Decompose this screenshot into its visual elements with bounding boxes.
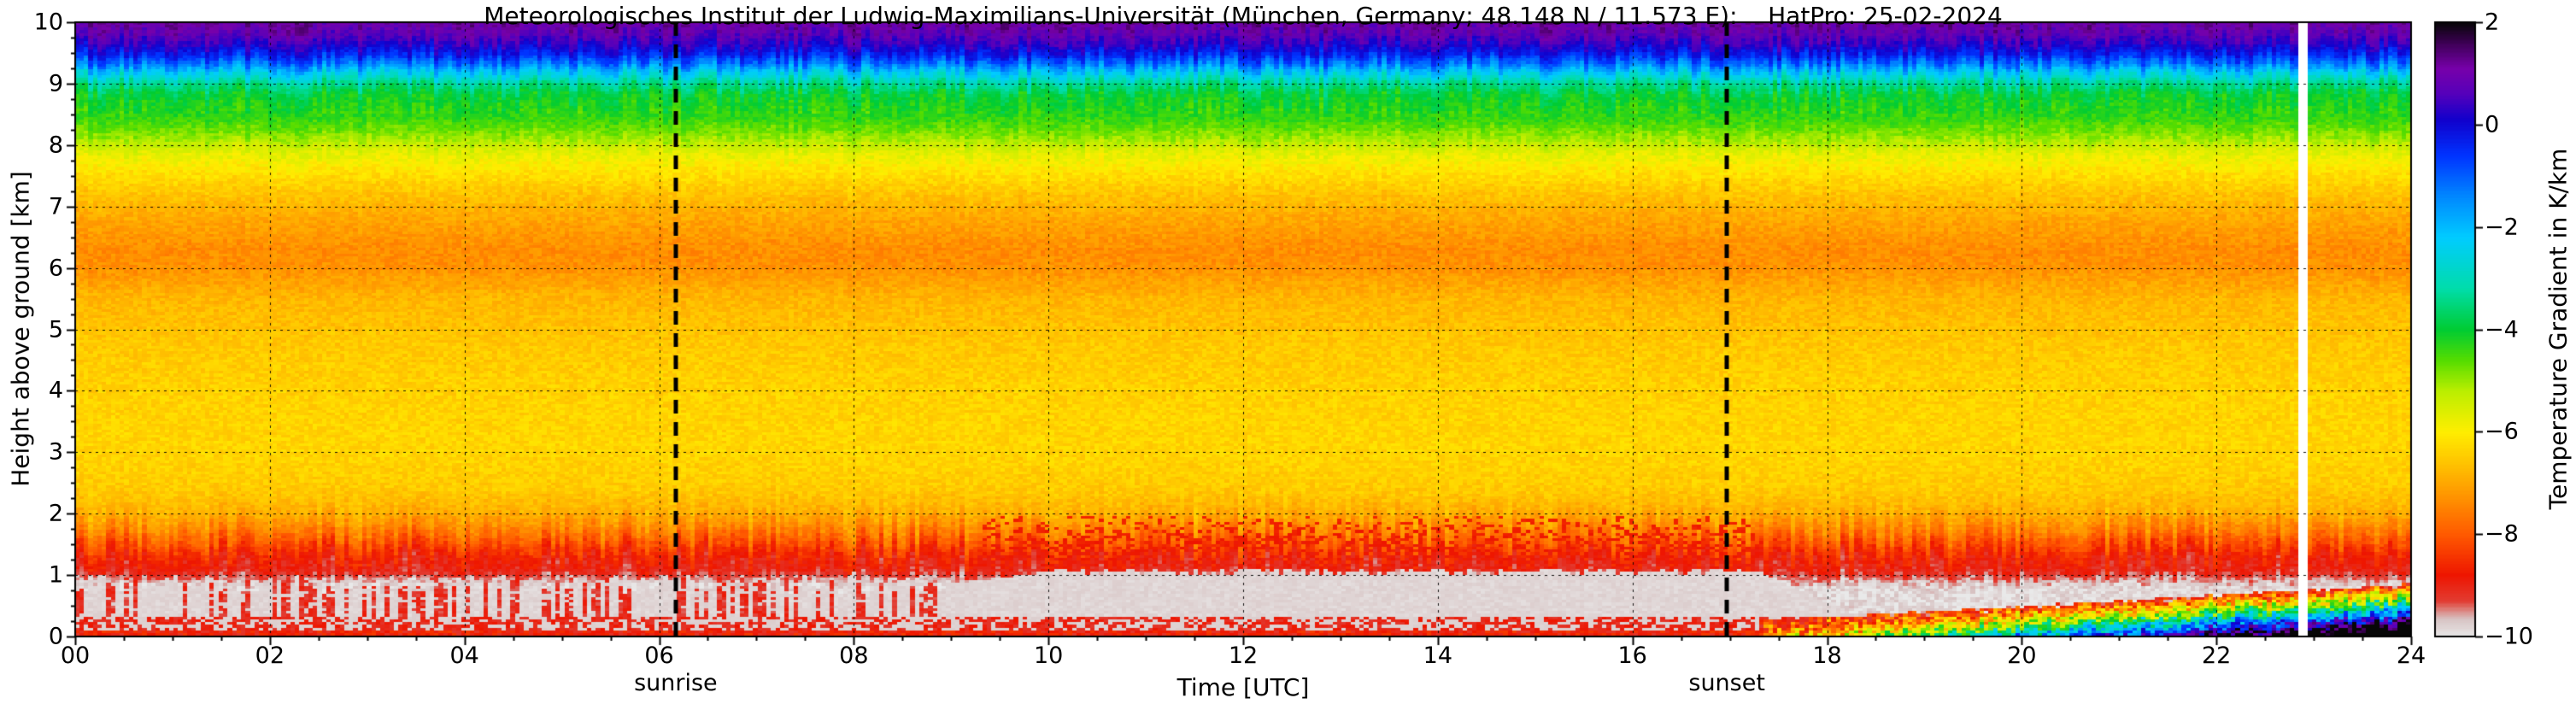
x-tick-label: 02 [255,642,285,669]
y-tick-label: 3 [48,438,63,466]
y-tick-label: 10 [33,9,63,36]
colorbar-tick-label: 0 [2485,111,2500,138]
chart-title: Meteorologisches Institut der Ludwig-Max… [484,2,2003,30]
colorbar-tick-label: −10 [2485,623,2533,650]
y-tick-label: 1 [48,561,63,589]
x-tick-label: 10 [1033,642,1064,669]
x-tick-label: 16 [1617,642,1647,669]
colorbar-tick-label: −6 [2485,418,2519,445]
y-tick-label: 9 [48,70,63,97]
x-tick-label: 00 [60,642,91,669]
sunrise-label: sunrise [634,670,718,696]
y-tick-label: 4 [48,377,63,404]
x-tick-label: 20 [2007,642,2037,669]
colorbar-tick-label: −8 [2485,520,2519,548]
x-tick-label: 08 [839,642,869,669]
sunset-label: sunset [1688,670,1765,696]
x-tick-label: 18 [1812,642,1842,669]
y-tick-label: 8 [48,132,63,159]
colorbar-tick-label: −4 [2485,316,2519,343]
x-tick-label: 04 [449,642,479,669]
x-axis-label: Time [UTC] [1177,673,1310,701]
y-tick-label: 2 [48,500,63,527]
colorbar-tick-label: 2 [2485,9,2500,36]
x-tick-label: 06 [644,642,674,669]
x-tick-label: 22 [2201,642,2232,669]
x-tick-label: 14 [1423,642,1453,669]
x-tick-label: 12 [1228,642,1259,669]
x-tick-label: 24 [2396,642,2426,669]
colorbar-tick-label: −2 [2485,214,2519,241]
y-tick-label: 0 [48,623,63,650]
colorbar-label: Temperature Gradient in K/km [2544,148,2573,510]
y-tick-label: 5 [48,316,63,343]
y-tick-label: 7 [48,193,63,220]
y-tick-label: 6 [48,255,63,282]
